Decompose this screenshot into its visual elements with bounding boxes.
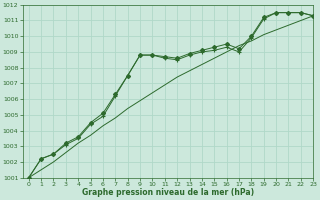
X-axis label: Graphe pression niveau de la mer (hPa): Graphe pression niveau de la mer (hPa): [82, 188, 254, 197]
